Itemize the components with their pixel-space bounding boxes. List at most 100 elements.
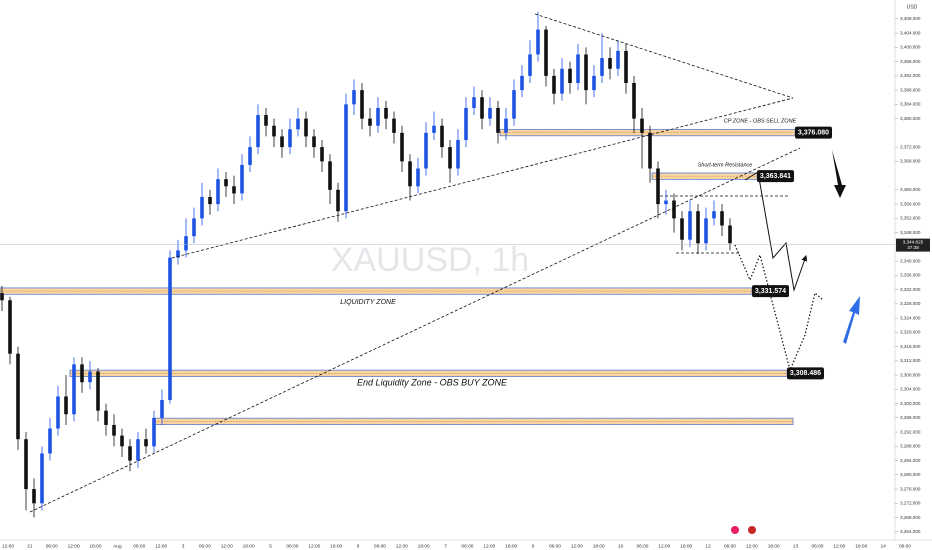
y-tick-label: 3,308.000 [900,372,921,377]
candle-body [168,257,172,401]
x-tick-label: 18:00 [593,543,605,549]
candle-body [248,147,252,165]
y-tick-label: 3,352.000 [900,216,921,221]
candle-body [176,250,180,258]
x-tick-label: 14 [880,543,886,549]
candle-body [656,168,660,205]
x-tick-label: 18:00 [768,543,780,549]
x-tick-label: 18:00 [90,543,102,549]
x-tick-label: 06:00 [724,543,736,549]
y-tick-label: 3,340.000 [900,258,921,263]
y-tick-label: 3,312.000 [900,358,921,363]
candle-body [592,75,596,91]
x-tick-label: Aug [113,543,122,549]
candle-body [392,118,396,133]
x-tick-label: 06:00 [46,543,58,549]
candle-body [288,129,292,148]
x-tick-label: 18:00 [505,543,517,549]
candle-body [152,417,156,447]
y-tick-label: 3,392.000 [900,73,921,78]
x-tick-label: 06:00 [899,543,911,549]
candle-body [720,211,724,226]
candle-body [680,218,684,240]
zone-label-box [752,285,789,298]
candle-body [8,300,12,354]
x-tick-label: 12:00 [571,543,583,549]
zone-text: LIQUIDITY ZONE [340,299,396,306]
candle-body [552,75,556,94]
candle-body [72,364,76,415]
candle-body [400,132,404,162]
candle-body [384,107,388,119]
y-tick-label: 3,404.000 [900,30,921,35]
candle-body [360,90,364,119]
drawings [29,13,860,513]
zone-label-box [795,126,832,139]
y-tick-label: 3,372.000 [900,144,921,149]
candle-body [456,139,460,169]
current-price-label: 3,344.625 [903,239,924,244]
candle-body [64,396,68,415]
y-tick-label: 3,296.000 [900,415,921,420]
x-tick-label: 06:00 [199,543,211,549]
trendline [534,13,794,99]
candle-body [432,125,436,133]
y-tick-label: 3,304.000 [900,387,921,392]
y-tick-label: 3,300.000 [900,401,921,406]
x-tick-label: 8 [532,543,535,549]
candle-body [512,90,516,119]
candle-body [296,118,300,130]
candle-body [0,293,4,301]
candle-body [496,107,500,133]
x-tick-label: 7 [444,543,447,549]
event-icon[interactable] [731,526,739,534]
candle-body [128,446,132,461]
trendline [29,147,801,513]
y-tick-label: 3,368.000 [900,159,921,164]
y-tick-label: 3,272.000 [900,501,921,506]
x-tick-label: 18:00 [243,543,255,549]
event-icon[interactable] [748,526,756,534]
currency-label: USD [907,4,918,10]
candle-body [112,424,116,436]
candle-body [16,353,20,440]
candle-body [688,211,692,240]
zone-price-label: 3,376.080 [798,129,829,136]
candle-body [560,68,564,94]
current-price-box [896,238,930,252]
candle-body [312,136,316,148]
candle-body [712,211,716,219]
candle-body [40,453,44,504]
trendline [171,97,794,259]
x-tick-label: 12:00 [483,543,495,549]
x-tick-label: 21 [27,543,33,549]
candle-body [728,225,732,244]
y-tick-label: 3,316.000 [900,344,921,349]
zone-price-label: 3,308.486 [790,370,821,377]
candle-body [696,211,700,244]
candle-body [536,29,540,55]
candle-body [568,68,572,83]
x-tick-label: 12:00 [155,543,167,549]
x-tick-label: 12:00 [746,543,758,549]
x-tick-label: 12:00 [308,543,320,549]
candle-body [320,147,324,162]
watermark: XAUUSD, 1h [331,241,529,279]
y-tick-label: 3,332.000 [900,287,921,292]
candle-body [488,107,492,119]
y-tick-label: 3,328.000 [900,301,921,306]
y-tick-label: 3,356.000 [900,201,921,206]
candle-body [448,147,452,169]
x-tick-label: 06:00 [374,543,386,549]
candle-body [576,54,580,83]
candle-body [48,428,52,454]
y-tick-label: 3,288.000 [900,444,921,449]
x-tick-label: 06:00 [636,543,648,549]
candle-body [256,115,260,148]
down-arrow [832,150,846,198]
candle-body [616,50,620,69]
y-tick-label: 3,292.000 [900,429,921,434]
candle-body [600,58,604,76]
candle-body [136,439,140,461]
